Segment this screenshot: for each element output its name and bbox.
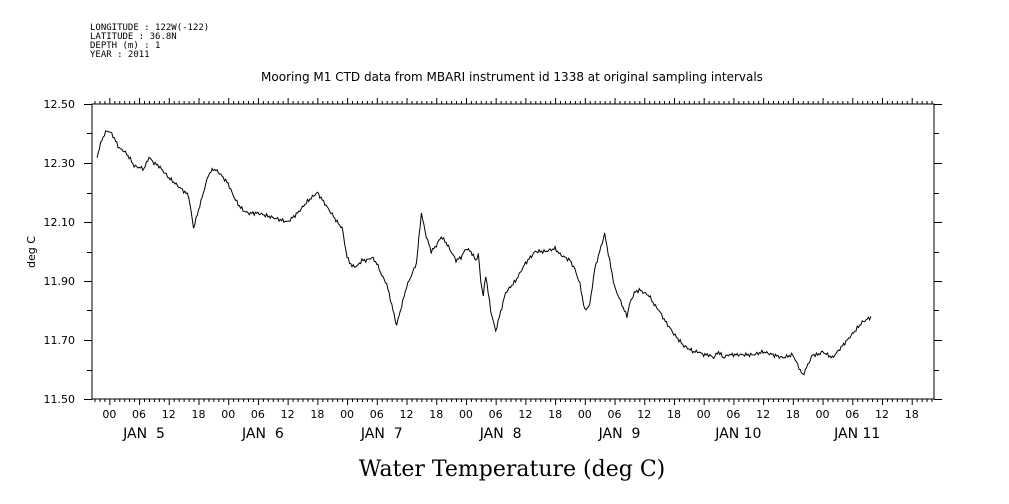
x-tick-label: 18 <box>191 408 205 421</box>
x-tick-label: 06 <box>726 408 740 421</box>
x-tick-label: 00 <box>102 408 116 421</box>
y-tick-label: 11.70 <box>44 334 76 347</box>
x-tick-label: 18 <box>905 408 919 421</box>
x-tick-label: 18 <box>429 408 443 421</box>
day-labels: JAN 5 JAN 6 JAN 7 JAN 8 JAN 9 JAN 10 JAN 11 <box>122 426 880 442</box>
x-tick-label: 12 <box>875 408 889 421</box>
chart-title: Mooring M1 CTD data from MBARI instrumen… <box>261 70 763 84</box>
plot-frame <box>91 103 935 400</box>
x-tick-label: 18 <box>667 408 681 421</box>
x-tick-label: 00 <box>459 408 473 421</box>
y-tick-label: 11.90 <box>44 275 76 288</box>
x-tick-label: 12 <box>637 408 651 421</box>
x-tick-label: 12 <box>281 408 295 421</box>
y-tick-labels: 11.50 11.70 11.90 12.10 12.30 12.50 <box>44 98 76 406</box>
x-tick-label: 06 <box>132 408 146 421</box>
day-label: JAN 8 <box>479 426 522 442</box>
x-tick-label: 00 <box>221 408 235 421</box>
x-tick-label: 18 <box>548 408 562 421</box>
x-tick-label: 12 <box>162 408 176 421</box>
x-tick-labels: 00 06 12 18 00 06 12 18 00 06 12 18 00 06 12 18 00 06 12 18… <box>102 408 918 421</box>
y-tick-label: 12.10 <box>44 216 76 229</box>
x-tick-label: 06 <box>608 408 622 421</box>
water-temperature-line <box>96 130 872 376</box>
axis-ticks <box>84 98 942 405</box>
day-label: JAN 11 <box>833 426 880 442</box>
year-label: YEAR : 2011 <box>90 50 150 60</box>
x-tick-label: 12 <box>400 408 414 421</box>
x-tick-label: 12 <box>756 408 770 421</box>
x-tick-label: 12 <box>518 408 532 421</box>
day-label: JAN 9 <box>598 426 641 442</box>
day-label: JAN 7 <box>360 426 403 442</box>
depth-label: DEPTH (m) : 1 <box>90 41 160 51</box>
x-tick-label: 06 <box>251 408 265 421</box>
x-tick-label: 00 <box>816 408 830 421</box>
y-tick-label: 12.30 <box>44 157 76 170</box>
x-tick-label: 00 <box>697 408 711 421</box>
header-info: LONGITUDE : 122W(-122) LATITUDE : 36.8N … <box>90 23 209 60</box>
day-label: JAN 5 <box>122 426 165 442</box>
x-tick-label: 18 <box>310 408 324 421</box>
longitude-label: LONGITUDE : 122W(-122) <box>90 23 209 33</box>
y-tick-label: 12.50 <box>44 98 76 111</box>
x-axis-label: Water Temperature (deg C) <box>359 457 666 482</box>
y-tick-label: 11.50 <box>44 393 76 406</box>
latitude-label: LATITUDE : 36.8N <box>90 32 177 42</box>
y-axis-label: deg C <box>25 236 38 268</box>
x-tick-label: 00 <box>340 408 354 421</box>
x-tick-label: 18 <box>786 408 800 421</box>
x-tick-label: 06 <box>489 408 503 421</box>
x-tick-label: 06 <box>845 408 859 421</box>
day-label: JAN 6 <box>241 426 284 442</box>
day-label: JAN 10 <box>714 426 761 442</box>
x-tick-label: 06 <box>370 408 384 421</box>
x-tick-label: 00 <box>578 408 592 421</box>
